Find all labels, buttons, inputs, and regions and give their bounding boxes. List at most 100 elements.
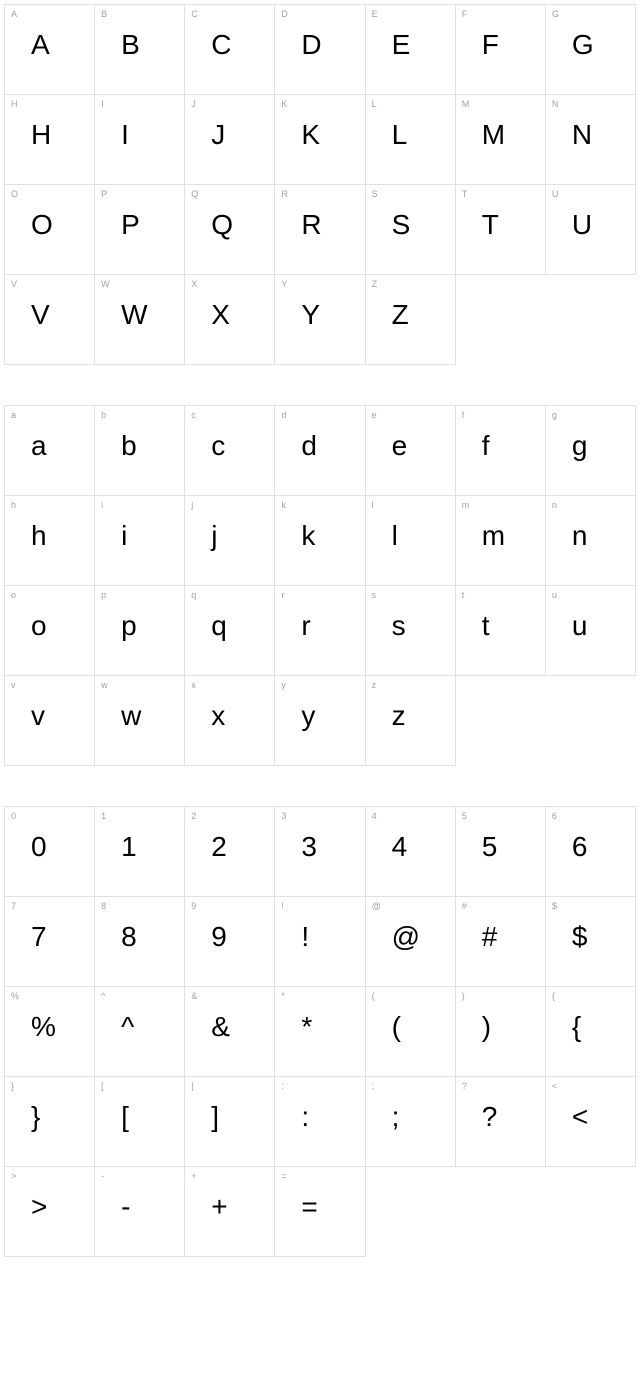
glyph-cell[interactable]: && (185, 987, 275, 1077)
glyph-cell[interactable]: MM (456, 95, 546, 185)
glyph-label: O (11, 189, 18, 199)
glyph-cell[interactable]: oo (5, 586, 95, 676)
glyph-cell[interactable]: cc (185, 406, 275, 496)
glyph-cell[interactable]: {{ (546, 987, 636, 1077)
glyph-cell[interactable]: nn (546, 496, 636, 586)
glyph-cell[interactable]: GG (546, 5, 636, 95)
glyph-cell[interactable]: ?? (456, 1077, 546, 1167)
glyph-cell[interactable]: == (275, 1167, 365, 1257)
glyph-label: r (281, 590, 284, 600)
glyph-cell[interactable]: :: (275, 1077, 365, 1167)
glyph-cell[interactable]: LL (366, 95, 456, 185)
glyph-cell[interactable]: [[ (95, 1077, 185, 1167)
glyph-cell[interactable]: }} (5, 1077, 95, 1167)
glyph-cell[interactable]: ]] (185, 1077, 275, 1167)
glyph-cell[interactable]: QQ (185, 185, 275, 275)
glyph-cell[interactable]: uu (546, 586, 636, 676)
glyph-cell[interactable]: TT (456, 185, 546, 275)
glyph-cell[interactable]: FF (456, 5, 546, 95)
glyph-cell[interactable]: 99 (185, 897, 275, 987)
glyph-cell[interactable]: ^^ (95, 987, 185, 1077)
glyph-label: M (462, 99, 470, 109)
glyph-cell[interactable]: ## (456, 897, 546, 987)
glyph-cell[interactable]: @@ (366, 897, 456, 987)
glyph-cell[interactable]: !! (275, 897, 365, 987)
glyph-cell[interactable]: 11 (95, 807, 185, 897)
glyph-cell[interactable]: >> (5, 1167, 95, 1257)
glyph-cell[interactable]: -- (95, 1167, 185, 1257)
glyph-cell[interactable]: 00 (5, 807, 95, 897)
glyph-cell-empty (456, 275, 546, 365)
glyph-cell[interactable]: << (546, 1077, 636, 1167)
glyph-cell[interactable]: ee (366, 406, 456, 496)
glyph-cell[interactable]: YY (275, 275, 365, 365)
glyph-cell[interactable]: dd (275, 406, 365, 496)
glyph-cell[interactable]: ** (275, 987, 365, 1077)
glyph-cell[interactable]: 55 (456, 807, 546, 897)
glyph-cell[interactable]: KK (275, 95, 365, 185)
glyph-cell[interactable]: SS (366, 185, 456, 275)
glyph-display: j (211, 520, 218, 552)
glyph-cell[interactable]: RR (275, 185, 365, 275)
glyph-cell[interactable]: ff (456, 406, 546, 496)
glyph-cell[interactable]: XX (185, 275, 275, 365)
glyph-cell[interactable]: tt (456, 586, 546, 676)
glyph-cell[interactable]: CC (185, 5, 275, 95)
glyph-cell[interactable]: VV (5, 275, 95, 365)
glyph-display: V (31, 299, 50, 331)
glyph-cell[interactable]: OO (5, 185, 95, 275)
glyph-cell[interactable]: pp (95, 586, 185, 676)
glyph-cell[interactable]: 77 (5, 897, 95, 987)
glyph-cell[interactable]: 66 (546, 807, 636, 897)
glyph-cell[interactable]: ll (366, 496, 456, 586)
glyph-cell[interactable]: jj (185, 496, 275, 586)
glyph-cell[interactable]: kk (275, 496, 365, 586)
glyph-cell[interactable]: (( (366, 987, 456, 1077)
glyph-cell[interactable]: hh (5, 496, 95, 586)
glyph-cell[interactable]: EE (366, 5, 456, 95)
glyph-cell[interactable]: ZZ (366, 275, 456, 365)
glyph-cell[interactable]: zz (366, 676, 456, 766)
glyph-cell[interactable]: BB (95, 5, 185, 95)
glyph-label: ? (462, 1081, 467, 1091)
glyph-cell[interactable]: qq (185, 586, 275, 676)
glyph-label: f (462, 410, 465, 420)
glyph-cell[interactable]: WW (95, 275, 185, 365)
glyph-cell[interactable]: PP (95, 185, 185, 275)
glyph-label: E (372, 9, 378, 19)
glyph-cell[interactable]: HH (5, 95, 95, 185)
glyph-label: d (281, 410, 286, 420)
glyph-cell[interactable]: UU (546, 185, 636, 275)
glyph-cell[interactable]: gg (546, 406, 636, 496)
glyph-display: B (121, 29, 140, 61)
glyph-cell[interactable]: ww (95, 676, 185, 766)
glyph-cell[interactable]: 22 (185, 807, 275, 897)
glyph-label: Q (191, 189, 198, 199)
glyph-cell[interactable]: 33 (275, 807, 365, 897)
glyph-cell[interactable]: ++ (185, 1167, 275, 1257)
glyph-label: h (11, 500, 16, 510)
glyph-cell[interactable]: ii (95, 496, 185, 586)
glyph-cell[interactable]: 44 (366, 807, 456, 897)
glyph-cell[interactable]: %% (5, 987, 95, 1077)
glyph-cell[interactable]: rr (275, 586, 365, 676)
glyph-label: T (462, 189, 468, 199)
glyph-display: > (31, 1191, 48, 1223)
glyph-cell[interactable]: )) (456, 987, 546, 1077)
glyph-cell[interactable]: mm (456, 496, 546, 586)
glyph-cell[interactable]: vv (5, 676, 95, 766)
glyph-label: $ (552, 901, 557, 911)
glyph-cell[interactable]: xx (185, 676, 275, 766)
glyph-cell[interactable]: JJ (185, 95, 275, 185)
glyph-cell[interactable]: ss (366, 586, 456, 676)
glyph-cell[interactable]: II (95, 95, 185, 185)
glyph-cell[interactable]: yy (275, 676, 365, 766)
glyph-cell[interactable]: DD (275, 5, 365, 95)
glyph-cell[interactable]: 88 (95, 897, 185, 987)
glyph-cell[interactable]: ;; (366, 1077, 456, 1167)
glyph-cell[interactable]: $$ (546, 897, 636, 987)
glyph-cell[interactable]: bb (95, 406, 185, 496)
glyph-cell[interactable]: AA (5, 5, 95, 95)
glyph-cell[interactable]: NN (546, 95, 636, 185)
glyph-cell[interactable]: aa (5, 406, 95, 496)
